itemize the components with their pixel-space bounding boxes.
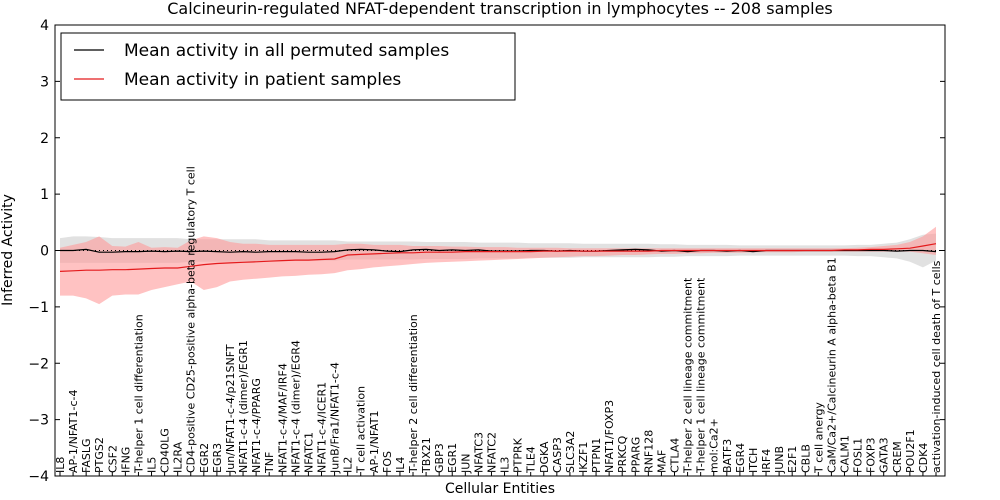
- x-tick-label: GATA3: [878, 437, 891, 473]
- y-tick-label: 0: [40, 244, 49, 260]
- x-tick-label: IL2RA: [172, 441, 185, 473]
- x-axis: IL8 AP-1/NFAT1-c-4 FASLG PTGS2 CSF2 IFNG T-hel…: [54, 166, 943, 476]
- x-tick-label: NFAT1-c-4/ICER1: [316, 382, 329, 473]
- x-tick-label: POU2F1: [904, 429, 917, 473]
- y-tick-label: −1: [28, 300, 49, 316]
- series-line-2: [59, 243, 937, 272]
- x-tick-label: BATF3: [721, 439, 734, 473]
- x-tick-label: CD40LG: [159, 428, 172, 473]
- x-tick-label: GBP3: [433, 443, 446, 473]
- x-tick-label: EGR1: [446, 443, 459, 473]
- x-tick-label: T-helper 1 cell differentiation: [132, 314, 145, 474]
- x-tick-label: TNF: [263, 452, 276, 474]
- x-tick-label: PPARG: [629, 437, 642, 473]
- x-tick-label: NFATC1: [302, 432, 315, 473]
- x-tick-label: IL2: [342, 457, 355, 473]
- x-tick-label: FOXP3: [865, 438, 878, 473]
- x-tick-label: IL3: [499, 457, 512, 473]
- x-tick-label: IRF4: [760, 449, 773, 473]
- y-tick-label: 4: [40, 18, 49, 34]
- y-axis-label: Inferred Activity: [0, 194, 16, 306]
- x-tick-label: T-helper 2 cell lineage commitment: [682, 277, 695, 474]
- x-tick-label: CD4-positive CD25-positive alpha-beta re…: [185, 166, 198, 473]
- legend: Mean activity in all permuted samples Me…: [60, 32, 516, 101]
- x-tick-label: FOSL1: [852, 438, 865, 473]
- y-tick-label: 2: [40, 131, 49, 147]
- x-tick-label: SLC3A2: [564, 431, 577, 473]
- x-tick-label: IKZF1: [577, 442, 590, 473]
- x-tick-label: RNF128: [642, 430, 655, 473]
- x-tick-label: NFAT1-c-4 (dimer)/EGR4: [289, 340, 302, 473]
- x-tick-label: CaM/Ca2+/Calcineurin A alpha-beta B1: [825, 257, 838, 473]
- x-tick-label: mol:Ca2+: [708, 418, 721, 473]
- x-tick-label: EGR2: [198, 443, 211, 473]
- x-tick-label: EGR3: [211, 443, 224, 473]
- x-tick-label: NFAT1-c-4/PPARG: [250, 378, 263, 473]
- band-series-2: [60, 226, 936, 305]
- y-tick-label: −2: [28, 356, 49, 372]
- x-tick-label: PTPRK: [512, 437, 525, 473]
- chart-title: Calcineurin-regulated NFAT-dependent tra…: [167, 0, 833, 18]
- x-tick-label: T-helper 1 cell lineage commitment: [695, 277, 708, 474]
- x-tick-label: IFNG: [119, 447, 132, 473]
- x-tick-label: PTPN1: [590, 438, 603, 473]
- x-tick-label: E2F1: [786, 446, 799, 473]
- x-tick-label: CBLB: [799, 444, 812, 473]
- y-tick-label: −3: [28, 413, 49, 429]
- x-tick-label: TBX21: [420, 437, 433, 474]
- x-tick-label: ITCH: [747, 448, 760, 473]
- x-tick-label: Jun/NFAT1-c-4/p21SNFT: [224, 344, 237, 474]
- x-tick-label: MAF: [655, 450, 668, 473]
- x-tick-label: T cell activation: [355, 386, 368, 474]
- x-tick-label: JunB/Fra1/NFAT1-c-4: [329, 362, 342, 474]
- x-tick-label: NFATC3: [472, 432, 485, 473]
- x-tick-label: NFAT1-c-4/MAF/IRF4: [276, 363, 289, 473]
- x-tick-label: IL5: [146, 457, 159, 473]
- x-tick-label: FASLG: [80, 439, 93, 473]
- x-tick-label: PRKCQ: [616, 435, 629, 473]
- y-tick-label: −4: [28, 469, 49, 485]
- legend-box: [60, 32, 516, 101]
- x-tick-label: NFAT1-c-4 (dimer)/EGR1: [237, 340, 250, 473]
- y-tick-label: 3: [40, 74, 49, 90]
- x-axis-label: Cellular Entities: [445, 481, 555, 497]
- x-tick-label: TLE4: [525, 446, 538, 474]
- x-tick-label: NFAT1/FOXP3: [603, 400, 616, 473]
- x-tick-label: CASP3: [551, 437, 564, 473]
- x-tick-label: CSF2: [106, 445, 119, 473]
- x-tick-label: T cell anergy: [812, 402, 825, 474]
- legend-label-permuted: Mean activity in all permuted samples: [124, 41, 449, 61]
- x-tick-label: CREM: [891, 441, 904, 473]
- x-tick-label: IL8: [54, 457, 67, 473]
- plot-area: [55, 226, 945, 305]
- x-tick-label: EGR4: [734, 443, 747, 473]
- x-tick-label: IL4: [394, 457, 407, 473]
- x-tick-label: AP-1/NFAT1-c-4: [67, 389, 80, 473]
- x-tick-label: JUNB: [773, 446, 786, 474]
- x-tick-label: CALM1: [839, 435, 852, 473]
- x-tick-label: CDK4: [917, 443, 930, 473]
- y-tick-label: 1: [40, 187, 49, 203]
- x-tick-label: PTGS2: [93, 437, 106, 473]
- x-tick-label: FOS: [381, 451, 394, 473]
- x-tick-label: T-helper 2 cell differentiation: [407, 314, 420, 474]
- x-tick-label: AP-1/NFAT1: [368, 410, 381, 473]
- x-tick-label: DGKA: [538, 441, 551, 473]
- legend-label-patient: Mean activity in patient samples: [124, 70, 401, 90]
- x-tick-label: NFATC2: [486, 432, 499, 473]
- x-tick-label: CTLA4: [669, 438, 682, 473]
- x-tick-label: activation-induced cell death of T cells: [930, 260, 943, 473]
- y-axis: −4 −3 −2 −1 0 1 2 3 4: [28, 18, 945, 485]
- x-tick-label: JUN: [459, 453, 472, 474]
